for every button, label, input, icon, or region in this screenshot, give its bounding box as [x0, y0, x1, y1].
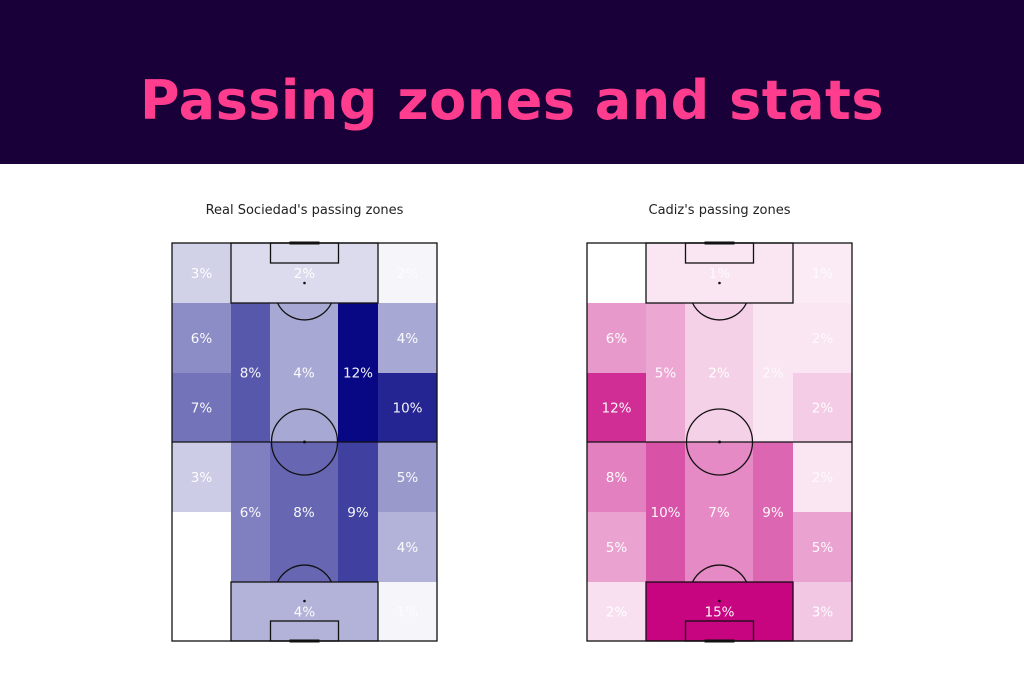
zone-cell	[172, 512, 231, 582]
penalty-arc-top	[691, 302, 748, 321]
zone-label: 1%	[709, 266, 731, 282]
header-banner: Passing zones and stats	[0, 0, 1024, 164]
zone-cell	[793, 373, 852, 442]
zone-label: 2%	[294, 266, 316, 282]
penalty-spot-top	[303, 281, 306, 285]
zone-cell	[172, 243, 231, 303]
zone-label: 9%	[347, 505, 369, 521]
zone-cell	[338, 303, 378, 442]
zone-cell	[646, 582, 793, 641]
zone-cell	[646, 442, 685, 582]
zone-label: 4%	[294, 605, 316, 621]
zone-cell	[231, 582, 378, 641]
penalty-arc-top	[276, 302, 333, 321]
penalty-spot-top	[718, 281, 721, 285]
penalty-spot-bottom	[303, 599, 306, 603]
zone-label: 6%	[240, 505, 262, 521]
penalty-spot-bottom	[718, 599, 721, 603]
zone-label: 3%	[191, 470, 213, 486]
zone-cell	[646, 243, 793, 303]
zone-label: 0%	[606, 266, 628, 282]
zone-label: 7%	[191, 401, 213, 417]
zone-label: 10%	[650, 505, 680, 521]
zone-cell	[172, 303, 231, 373]
zone-label: 2%	[812, 470, 834, 486]
zone-label: 12%	[601, 401, 631, 417]
zone-cell	[587, 303, 646, 373]
zone-cell	[587, 243, 646, 303]
center-circle	[270, 408, 339, 476]
zone-label: 8%	[606, 470, 628, 486]
zone-label: 1%	[397, 605, 419, 621]
zone-label: 8%	[293, 505, 315, 521]
zone-label: 2%	[606, 605, 628, 621]
zone-label: 1%	[812, 266, 834, 282]
zone-cell	[646, 303, 685, 442]
zone-label: 0%	[191, 605, 213, 621]
zone-cell	[231, 243, 378, 303]
real-sociedad-passing-zones-chart: Real Sociedad's passing zones 3% 2% 2% 6% 8% 4…	[171, 203, 438, 643]
zone-cell	[172, 582, 231, 641]
zone-cell	[587, 512, 646, 582]
zone-label: 2%	[812, 401, 834, 417]
cadiz-passing-zones-chart: Cadiz's passing zones 0% 1% 1% 6% 5% 2% 2% 2% 12%…	[586, 203, 853, 643]
zone-label: 2%	[708, 366, 730, 382]
zone-cell	[587, 373, 646, 442]
zone-cell	[793, 442, 852, 512]
zone-label: 5%	[812, 540, 834, 556]
zone-cell	[231, 442, 270, 582]
zone-label: 4%	[293, 366, 315, 382]
chart-title: Cadiz's passing zones	[649, 203, 791, 218]
zone-label: 12%	[343, 366, 373, 382]
penalty-arc-bottom	[276, 564, 333, 583]
zone-label: 5%	[655, 366, 677, 382]
zone-cell	[172, 442, 231, 512]
center-spot	[303, 440, 306, 444]
zone-cell	[378, 303, 437, 373]
center-spot	[718, 440, 721, 444]
page-title: Passing zones and stats	[140, 69, 884, 132]
zone-label: 1%	[191, 540, 213, 556]
zone-label: 8%	[240, 366, 262, 382]
zone-label: 15%	[704, 605, 734, 621]
zone-cell	[338, 442, 378, 582]
zone-label: 7%	[708, 505, 730, 521]
zone-label: 5%	[397, 470, 419, 486]
zone-label: 6%	[191, 331, 213, 347]
zone-cell	[378, 582, 437, 641]
zone-cell	[793, 512, 852, 582]
zone-cell	[753, 303, 793, 442]
zone-cell	[793, 582, 852, 641]
zone-label: 2%	[812, 331, 834, 347]
zone-cell	[378, 512, 437, 582]
zone-cell	[587, 582, 646, 641]
zone-cell	[793, 303, 852, 373]
zone-label: 9%	[762, 505, 784, 521]
zone-label: 10%	[392, 401, 422, 417]
penalty-arc-bottom	[691, 564, 748, 583]
chart-title: Real Sociedad's passing zones	[206, 203, 404, 218]
zone-cell	[753, 442, 793, 582]
zone-label: 2%	[762, 366, 784, 382]
zone-cell	[378, 243, 437, 303]
zone-label: 5%	[606, 540, 628, 556]
zone-cell	[793, 243, 852, 303]
zone-label: 4%	[397, 331, 419, 347]
zone-cell	[378, 442, 437, 512]
zone-label: 6%	[606, 331, 628, 347]
zone-label: 2%	[397, 266, 419, 282]
zone-cell	[378, 373, 437, 442]
zone-cell	[172, 373, 231, 442]
zone-label: 4%	[397, 540, 419, 556]
zone-label: 3%	[191, 266, 213, 282]
zone-cell	[587, 442, 646, 512]
center-circle	[685, 408, 754, 476]
zone-cell	[231, 303, 270, 442]
zone-label: 3%	[812, 605, 834, 621]
